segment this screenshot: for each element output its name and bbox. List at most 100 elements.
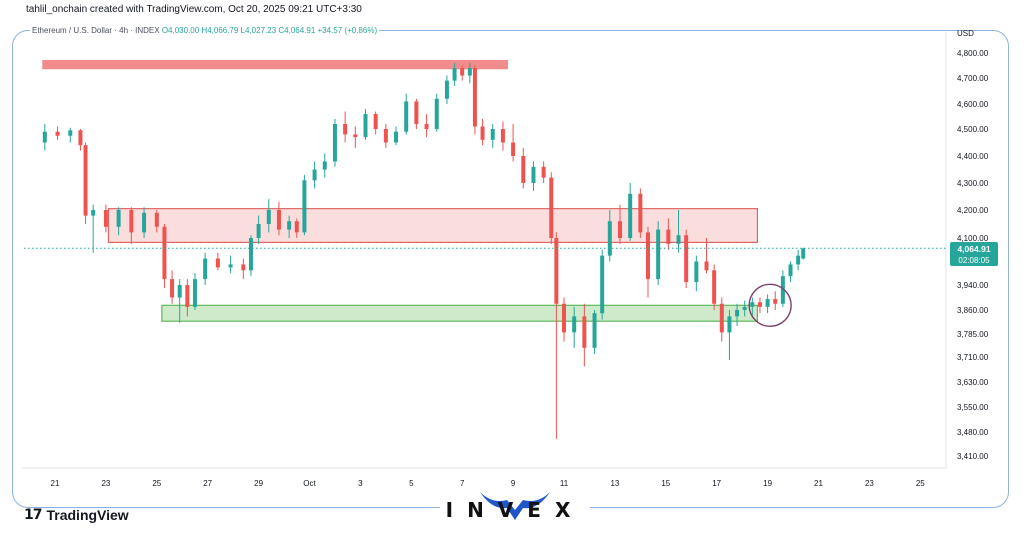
candle-body xyxy=(521,156,526,183)
candle xyxy=(656,221,661,285)
candle-body xyxy=(511,142,516,156)
candle xyxy=(704,238,709,274)
candle-body xyxy=(480,126,485,140)
x-tick-label: 27 xyxy=(203,479,212,488)
candle-body xyxy=(549,177,554,238)
candle-body xyxy=(712,270,717,304)
candle xyxy=(666,218,671,250)
candle xyxy=(628,183,633,241)
y-tick-label: 4,100.00 xyxy=(957,234,989,243)
y-tick-label: 4,500.00 xyxy=(957,125,989,134)
candle-body xyxy=(332,124,337,162)
candle-body xyxy=(414,101,419,124)
x-tick-label: 15 xyxy=(661,479,670,488)
candle-body xyxy=(765,299,770,307)
candle xyxy=(248,235,253,277)
candle-body xyxy=(343,124,348,135)
resistance-zone-0[interactable] xyxy=(42,60,509,70)
symbol-legend[interactable]: Ethereum / U.S. Dollar · 4h · INDEX O4,0… xyxy=(30,26,380,35)
candle-body xyxy=(735,310,740,317)
candle-body xyxy=(490,129,495,140)
candle xyxy=(541,161,546,183)
candle xyxy=(332,119,337,167)
candle xyxy=(582,303,587,367)
candle-body xyxy=(142,212,147,233)
symbol-name: Ethereum / U.S. Dollar · 4h · INDEX xyxy=(32,26,160,35)
candle-body xyxy=(467,68,472,76)
candle-body xyxy=(78,130,83,146)
last-price-badge xyxy=(950,242,998,266)
candle-body xyxy=(750,302,755,307)
candle xyxy=(256,215,261,244)
candle xyxy=(801,247,806,260)
candle-body xyxy=(266,210,271,224)
candle xyxy=(750,297,755,317)
candle-body xyxy=(628,193,633,238)
support-zone-2[interactable] xyxy=(161,304,759,322)
candle xyxy=(490,124,495,148)
candle-body xyxy=(170,279,175,298)
candle xyxy=(83,142,88,224)
candle xyxy=(103,204,108,233)
candle xyxy=(554,232,559,439)
x-tick-label: 25 xyxy=(916,479,925,488)
candle xyxy=(617,204,622,244)
candle xyxy=(343,111,348,143)
y-tick-label: 3,630.00 xyxy=(957,378,989,387)
candle xyxy=(414,98,419,129)
x-tick-label: Oct xyxy=(303,479,316,488)
candle-body xyxy=(129,210,134,233)
candle xyxy=(215,252,220,271)
candle-body xyxy=(215,258,220,268)
candle-body xyxy=(788,264,793,277)
candle xyxy=(383,124,388,148)
candle xyxy=(472,65,477,135)
invex-brand: INVEX xyxy=(440,486,590,530)
y-tick-label: 3,785.00 xyxy=(957,330,989,339)
x-tick-label: 3 xyxy=(358,479,363,488)
candle xyxy=(607,210,612,262)
last-price-value: 4,064.91 xyxy=(957,244,990,254)
candle xyxy=(600,249,605,320)
candle-body xyxy=(287,221,292,230)
y-tick-label: 4,200.00 xyxy=(957,206,989,215)
candle xyxy=(549,172,554,244)
tradingview-wordmark: TradingView xyxy=(46,507,129,523)
candle xyxy=(185,279,190,317)
candle-body xyxy=(294,221,299,233)
candle-body xyxy=(394,131,399,143)
candle-body xyxy=(154,212,159,227)
candle-body xyxy=(228,264,233,268)
candle xyxy=(42,124,47,151)
candle-body xyxy=(373,114,378,129)
candle xyxy=(266,199,271,233)
candle xyxy=(788,261,793,283)
candle xyxy=(562,297,566,342)
candle xyxy=(404,93,409,135)
candle-body xyxy=(727,316,732,333)
candle-body xyxy=(572,316,577,333)
candle xyxy=(162,224,167,289)
highlight-circle xyxy=(748,283,792,328)
candle xyxy=(116,207,121,236)
candle-body xyxy=(444,80,449,99)
candle-body xyxy=(68,130,73,136)
candle xyxy=(452,63,457,86)
candle-body xyxy=(617,221,622,238)
candle xyxy=(276,201,281,236)
candle xyxy=(312,161,317,189)
candle xyxy=(712,264,717,310)
candle-body xyxy=(42,131,47,143)
tradingview-logo[interactable]: 17 TradingView xyxy=(24,507,129,523)
candle-body xyxy=(801,248,806,259)
candle-body xyxy=(592,313,597,348)
candle xyxy=(727,310,732,361)
candle xyxy=(500,121,505,151)
last-price-label[interactable]: 4,064.91 02:08:05 xyxy=(950,242,998,266)
currency-label: USD xyxy=(957,29,974,38)
candle xyxy=(511,124,516,162)
candle-body xyxy=(363,114,368,138)
candle-body xyxy=(276,210,281,230)
candle xyxy=(694,255,699,292)
